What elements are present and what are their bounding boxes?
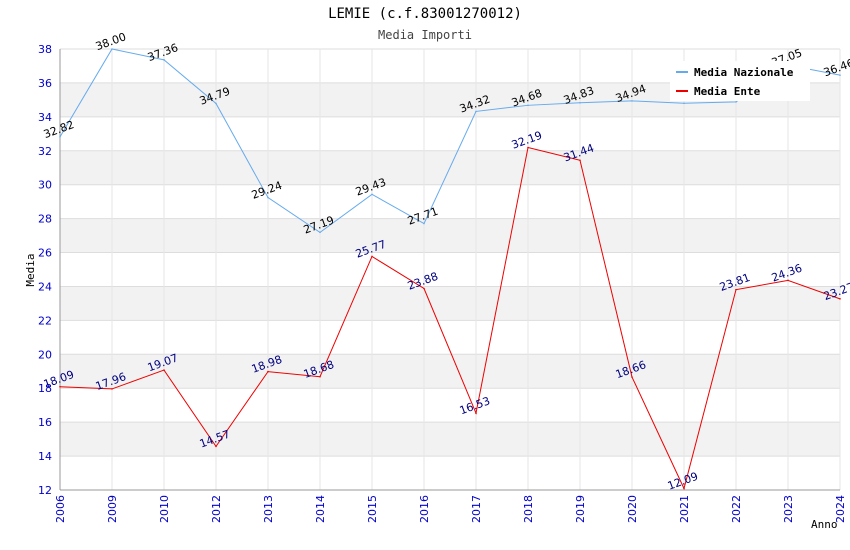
data-point bbox=[735, 288, 737, 291]
x-tick-label: 2019 bbox=[574, 495, 587, 523]
y-tick-label: 24 bbox=[38, 280, 52, 293]
data-point bbox=[319, 231, 321, 234]
data-point bbox=[735, 101, 737, 103]
x-tick-label: 2023 bbox=[782, 495, 795, 523]
data-point bbox=[163, 369, 165, 371]
legend-box bbox=[670, 61, 810, 101]
data-point bbox=[267, 370, 269, 373]
x-tick-label: 2017 bbox=[470, 495, 483, 523]
x-tick-label: 2013 bbox=[262, 495, 275, 523]
x-tick-label: 2024 bbox=[834, 495, 847, 523]
legend-label: Media Ente bbox=[694, 85, 761, 98]
y-tick-label: 18 bbox=[38, 382, 52, 395]
axes bbox=[59, 49, 840, 491]
x-tick-label: 2012 bbox=[210, 495, 223, 523]
data-point bbox=[787, 279, 789, 282]
data-label: 38.00 bbox=[94, 30, 128, 53]
data-point bbox=[59, 136, 61, 138]
data-point bbox=[475, 412, 477, 414]
y-axis-label: Media bbox=[24, 253, 37, 286]
data-point bbox=[527, 104, 529, 107]
data-point bbox=[267, 196, 269, 199]
data-label: 36.46 bbox=[822, 56, 850, 79]
data-point bbox=[423, 222, 425, 225]
y-tick-label: 32 bbox=[38, 145, 52, 158]
x-tick-label: 2006 bbox=[54, 495, 67, 523]
y-tick-label: 16 bbox=[38, 416, 52, 429]
data-point bbox=[371, 193, 373, 196]
grid-band bbox=[60, 422, 840, 457]
data-point bbox=[371, 255, 373, 258]
series-line bbox=[59, 48, 841, 233]
data-point bbox=[683, 102, 685, 105]
data-point bbox=[111, 48, 113, 50]
x-tick-label: 2018 bbox=[522, 495, 535, 523]
y-axis-ticks: 12 14 16 18 20 22 24 26 28 30 32 34 36 38 bbox=[38, 43, 52, 497]
data-point bbox=[215, 445, 217, 448]
x-tick-label: 2016 bbox=[418, 495, 431, 523]
data-label: 32.19 bbox=[510, 129, 544, 152]
y-tick-label: 14 bbox=[38, 450, 52, 463]
data-point bbox=[683, 487, 685, 490]
y-tick-label: 28 bbox=[38, 213, 52, 226]
x-tick-label: 2009 bbox=[106, 495, 119, 523]
x-tick-label: 2014 bbox=[314, 495, 327, 523]
data-point bbox=[163, 59, 165, 61]
data-point bbox=[631, 100, 633, 102]
grid-band bbox=[60, 218, 840, 253]
y-tick-label: 12 bbox=[38, 484, 52, 497]
grid-band bbox=[60, 286, 840, 321]
data-label: 16.53 bbox=[458, 394, 492, 417]
grid-band bbox=[60, 354, 840, 389]
data-point bbox=[111, 388, 113, 390]
y-tick-label: 38 bbox=[38, 43, 52, 56]
x-tick-label: 2015 bbox=[366, 495, 379, 523]
legend-label: Media Nazionale bbox=[694, 66, 794, 79]
data-point bbox=[527, 146, 529, 149]
series-line bbox=[59, 146, 841, 490]
data-point bbox=[631, 376, 633, 378]
data-point bbox=[215, 102, 217, 105]
y-tick-label: 36 bbox=[38, 77, 52, 90]
x-tick-label: 2022 bbox=[730, 495, 743, 523]
y-tick-label: 34 bbox=[38, 111, 52, 124]
y-tick-label: 20 bbox=[38, 348, 52, 361]
data-point bbox=[839, 298, 841, 300]
series-lines bbox=[59, 48, 841, 490]
y-tick-label: 22 bbox=[38, 314, 52, 327]
legend: Media Nazionale Media Ente bbox=[670, 61, 810, 101]
data-point bbox=[423, 287, 425, 290]
chart-title: LEMIE (c.f.83001270012) bbox=[328, 6, 522, 22]
data-point bbox=[475, 110, 477, 113]
x-tick-label: 2021 bbox=[678, 495, 691, 523]
y-tick-label: 30 bbox=[38, 179, 52, 192]
data-point bbox=[579, 159, 581, 162]
data-label: 24.36 bbox=[770, 262, 804, 285]
data-point bbox=[59, 385, 61, 388]
y-tick-label: 26 bbox=[38, 247, 52, 260]
data-label: 12.09 bbox=[666, 470, 700, 493]
data-point bbox=[319, 375, 321, 378]
data-label: 37.36 bbox=[146, 41, 180, 64]
x-tick-label: 2010 bbox=[158, 495, 171, 523]
x-axis-label: Anno bbox=[811, 518, 838, 531]
data-point bbox=[579, 101, 581, 104]
x-tick-label: 2020 bbox=[626, 495, 639, 523]
x-axis-ticks: 2006 2009 2010 2012 2013 2014 2015 2016 2017 2018… bbox=[54, 495, 847, 523]
chart-subtitle: Media Importi bbox=[378, 28, 472, 42]
data-point bbox=[839, 74, 841, 76]
grid-bands bbox=[60, 82, 840, 457]
